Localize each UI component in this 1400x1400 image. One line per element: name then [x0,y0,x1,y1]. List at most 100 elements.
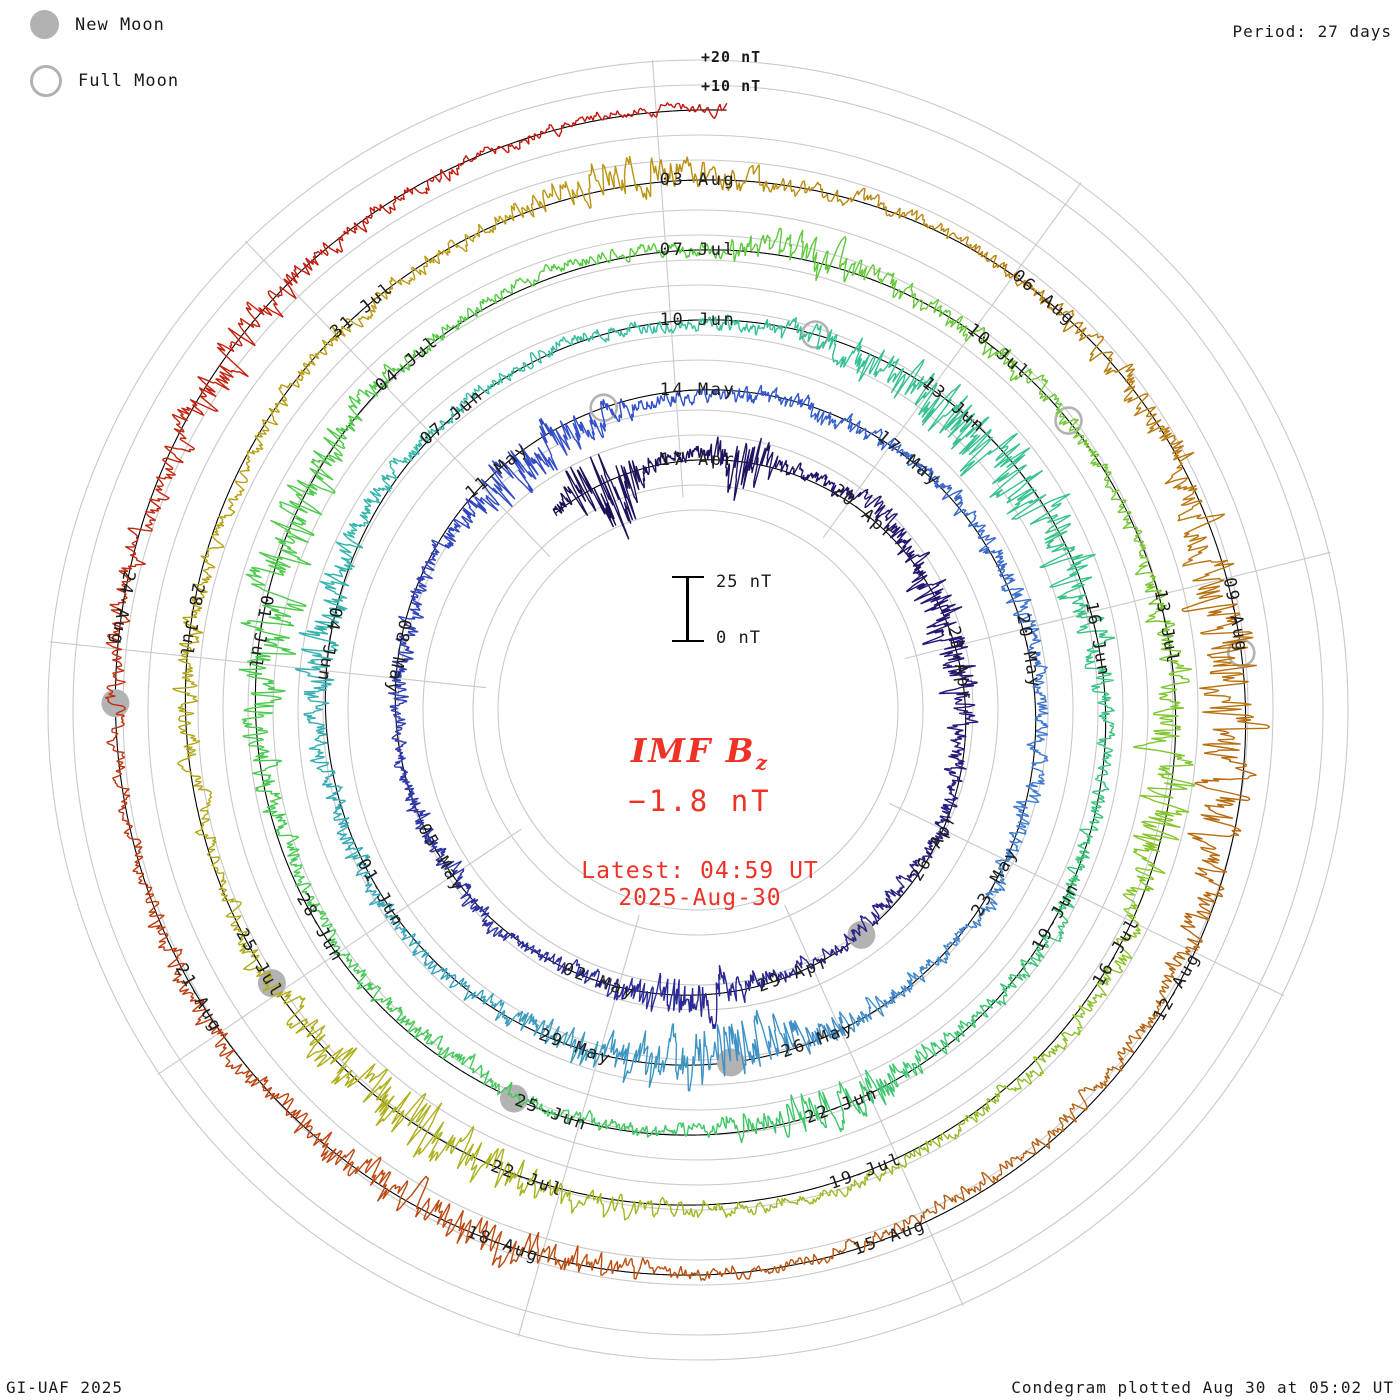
legend-full-moon: Full Moon [30,65,179,97]
bz-trace-segment [637,1113,758,1144]
bz-trace-segment [423,952,506,1022]
date-label: 18-Aug [464,1222,543,1267]
bz-trace-segment [480,253,603,305]
bz-trace-segment [145,887,223,1035]
bz-trace-segment [178,515,225,657]
date-label: 24-Aug [106,569,139,648]
bz-trace-segment [812,915,879,969]
bz-trace-segment [777,1214,925,1274]
bz-trace-segment [864,1022,965,1106]
grid-circle [197,209,1199,1211]
new-moon-label: New Moon [75,14,165,35]
bz-trace-segment [309,380,387,494]
scale-top-label: 25 nT [716,572,773,592]
bz-trace-segment [958,1038,1068,1132]
bz-trace-segment [953,503,1016,589]
bz-trace-segment [218,384,289,519]
date-label: 10-Jun [660,310,736,330]
full-moon-marker [800,320,830,349]
bz-trace-segment [959,943,1050,1029]
date-label: 01-Jul [244,593,277,672]
bz-trace-segment [788,995,885,1055]
bz-trace-segment [1061,924,1141,1042]
grid-spoke [49,641,487,689]
bz-trace-segment [888,442,964,506]
bz-trace-segment [504,1010,599,1068]
date-label: 28-Jun [292,890,348,966]
new-moon-icon [30,10,59,39]
center-readout: IMF Bz −1.8 nT Latest: 04:59 UT 2025-Aug… [480,731,920,911]
bz-trace-segment [381,301,483,388]
bz-trace-segment [321,774,371,877]
baseline-layer [114,109,1247,1276]
grid-circle [122,134,1274,1286]
bz-trace-segment [321,1148,472,1244]
bz-trace-segment [337,952,429,1040]
bz-trace-segment [283,187,424,289]
bz-trace-segment [874,355,976,446]
date-label: 06-Aug [1008,266,1079,330]
date-label: 10-Jul [963,319,1034,383]
date-label: 21-Aug [171,960,227,1036]
date-label: 17-Apr [660,450,736,470]
bz-trace-segment [237,930,326,1059]
bz-trace-segment [950,232,1075,333]
bz-trace-segment [294,668,336,776]
moon-layer [101,320,1256,1113]
bz-trace-segment [389,203,516,290]
bz-trace-segment [406,800,462,877]
bz-trace-segment [950,416,1071,521]
bz-trace-segment [560,1185,699,1221]
full-moon-marker [1054,406,1083,435]
bz-trace-segment [1062,418,1142,532]
bz-trace-segment [1187,728,1257,876]
bz-trace-segment [580,967,662,1012]
bz-trace-segment [562,321,672,347]
bz-trace-segment [729,227,863,283]
plus10-grid-label: +10 nT [701,77,762,95]
bz-trace-segment [105,567,132,731]
grid-circle [497,509,899,911]
trace-layer [105,102,1271,1281]
bz-trace-segment [719,384,811,408]
date-label: 13-Jul [1150,588,1183,667]
date-label: 23-Apr [943,625,976,704]
bz-trace-segment [388,635,414,722]
grid-circle [47,59,1349,1361]
bz-trace-segment [807,402,895,451]
bz-trace-segment [615,450,681,524]
bz-trace-segment [836,1128,962,1198]
bz-trace-segment [1040,835,1091,947]
bz-trace-segment [1133,659,1196,791]
chart-title: IMF Bz [630,731,770,775]
bz-trace-segment [313,1044,443,1158]
bz-trace-segment [391,719,419,803]
new-moon-marker [716,1048,745,1077]
bz-trace-segment [735,955,814,1004]
bz-trace-segment [194,795,243,933]
bz-trace-segment [697,1009,795,1085]
bz-trace-segment [452,868,509,942]
bz-trace-segment [659,965,738,1029]
bz-trace-segment [521,1095,639,1136]
bz-trace-segment [883,508,930,587]
bz-trace-segment [1000,586,1048,675]
current-bz-value: −1.8 nT [628,783,772,818]
bz-trace-segment [1181,579,1271,730]
bz-trace-segment [245,479,323,612]
bz-trace-segment [1026,673,1049,771]
bz-trace-segment [879,941,958,1009]
date-label: 17-May [873,427,944,491]
bz-trace-segment [286,842,341,955]
bz-trace-segment [552,453,630,540]
scale-bar-stem [686,578,689,640]
bz-trace-segment [659,156,810,197]
bz-trace-segment [922,1130,1056,1219]
new-moon-marker [847,920,876,949]
baseline-spiral [114,109,1247,1276]
bz-trace-segment [1052,1016,1156,1137]
bz-trace-segment [242,725,299,845]
bz-trace-segment [965,326,1067,426]
period-label: Period: 27 days [1232,22,1392,41]
date-label: 07-Jul [660,240,736,260]
